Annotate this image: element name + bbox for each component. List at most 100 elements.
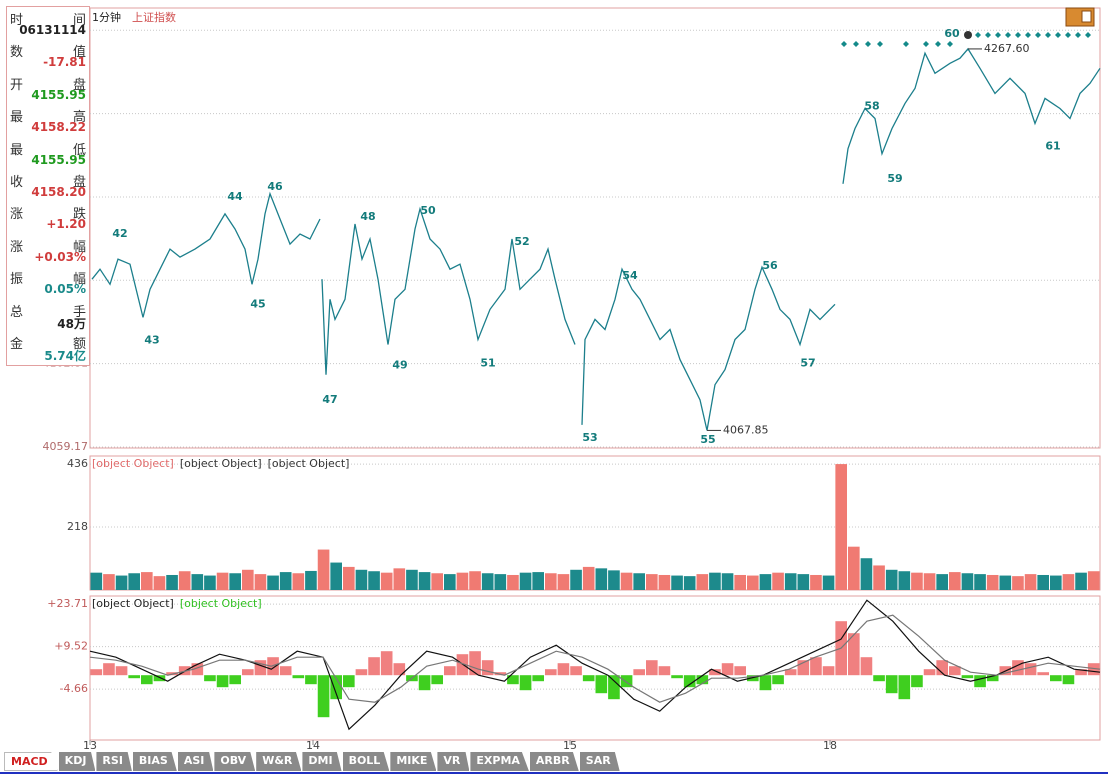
signal-diamond [903,41,909,47]
volume-bar [431,573,443,590]
wave-label: 51 [480,357,495,370]
macd-bar [1050,675,1062,682]
macd-bar [330,675,342,700]
volume-bar [595,568,608,590]
tab[interactable]: OBV [214,752,256,771]
volume-bar [216,572,229,590]
signal-diamond [1065,32,1071,38]
x-tick-label: 15 [563,739,577,752]
volume-bar [582,566,595,590]
info-value: 48万 [57,316,86,331]
signal-diamond [1045,32,1051,38]
volume-bar [570,569,582,590]
volume-bar [721,573,734,590]
signal-diamond [1015,32,1021,38]
volume-bar [1050,575,1062,590]
macd-bar [936,660,948,676]
tab[interactable]: MIKE [390,752,437,771]
volume-bar [519,572,532,590]
signal-diamond [841,41,847,47]
tab[interactable]: DMI [302,752,342,771]
volume-bar [418,572,431,590]
wave-label: 50 [420,204,436,217]
volume-pane [89,455,1101,591]
wave-label: 47 [322,393,337,406]
tab[interactable]: BIAS [132,752,177,771]
volume-bar [696,574,709,590]
volume-bar [1024,574,1037,590]
volume-bar [103,574,115,590]
x-tick-label: 13 [83,739,97,752]
signal-diamond [985,32,991,38]
volume-bar [1062,574,1075,590]
volume-bar [709,572,721,590]
volume-bar [646,574,658,590]
tab[interactable]: RSI [96,752,132,771]
y-tick-label: +9.52 [54,640,88,653]
macd-bar [633,669,645,676]
macd-bar [216,675,229,688]
info-label: 收盘 [10,174,86,190]
volume-bar [178,571,191,590]
volume-bar [999,575,1012,590]
volume-bar [949,572,961,590]
volume-bar [1075,572,1087,590]
tab[interactable]: ASI [177,752,214,771]
volume-bar [254,574,267,590]
macd-bar [1012,660,1024,676]
wave-label: 46 [267,180,283,193]
volume-bar [898,571,911,590]
macd-bar [469,651,481,676]
volume-bar [557,574,570,590]
volume-bar [759,574,772,590]
macd-bar [343,675,355,688]
signal-diamond [975,32,981,38]
tab[interactable]: SAR [579,752,620,771]
volume-bar [1037,574,1049,590]
macd-bar [431,675,443,685]
info-value: 4158.22 [31,120,86,135]
tab[interactable]: EXPMA [470,752,529,771]
signal-dot [964,31,972,39]
volume-bar [128,573,140,590]
macd-pane [89,595,1101,741]
macd-bar [254,660,267,676]
info-label: 最高 [10,110,86,126]
volume-bar [797,574,810,590]
volume-bar [961,573,974,590]
wave-label: 44 [227,190,243,203]
wave-label: 45 [250,297,265,310]
macd-bar [305,675,317,685]
macd-bar [709,669,721,676]
wave-label: 61 [1045,140,1060,153]
wave-label: 42 [112,227,127,240]
tab[interactable]: MACD [4,752,58,771]
macd-bar [481,660,494,676]
volume-bar [393,568,406,590]
volume-bar [90,572,103,590]
macd-bar [418,675,431,691]
volume-bar [848,546,860,590]
tab[interactable]: BOLL [342,752,390,771]
info-row: 开盘 4155.95 [10,74,86,106]
volume-bar [835,464,847,590]
volume-bar [734,574,746,590]
volume-bar [305,570,317,590]
signal-diamond [1025,32,1031,38]
info-panel: 时间 06131114 数值 -17.81 开盘 4155.95 最高 4158.22 最低 41… [6,6,90,366]
tab[interactable]: KDJ [58,752,96,771]
macd-bar [582,675,595,682]
info-row: 金额 5.74亿 [10,333,86,365]
tab[interactable]: VR [437,752,470,771]
tab[interactable]: ARBR [529,752,579,771]
macd-bar [1037,672,1049,676]
info-value: 4155.95 [31,152,86,167]
macd-bar [734,666,746,676]
volume-bar [608,570,620,590]
signal-diamond [1075,32,1081,38]
macd-bar [1062,675,1075,685]
wave-label: 49 [392,359,407,372]
extreme-label: 4067.85 [723,423,769,436]
tab[interactable]: W&R [256,752,302,771]
info-row: 最高 4158.22 [10,106,86,138]
